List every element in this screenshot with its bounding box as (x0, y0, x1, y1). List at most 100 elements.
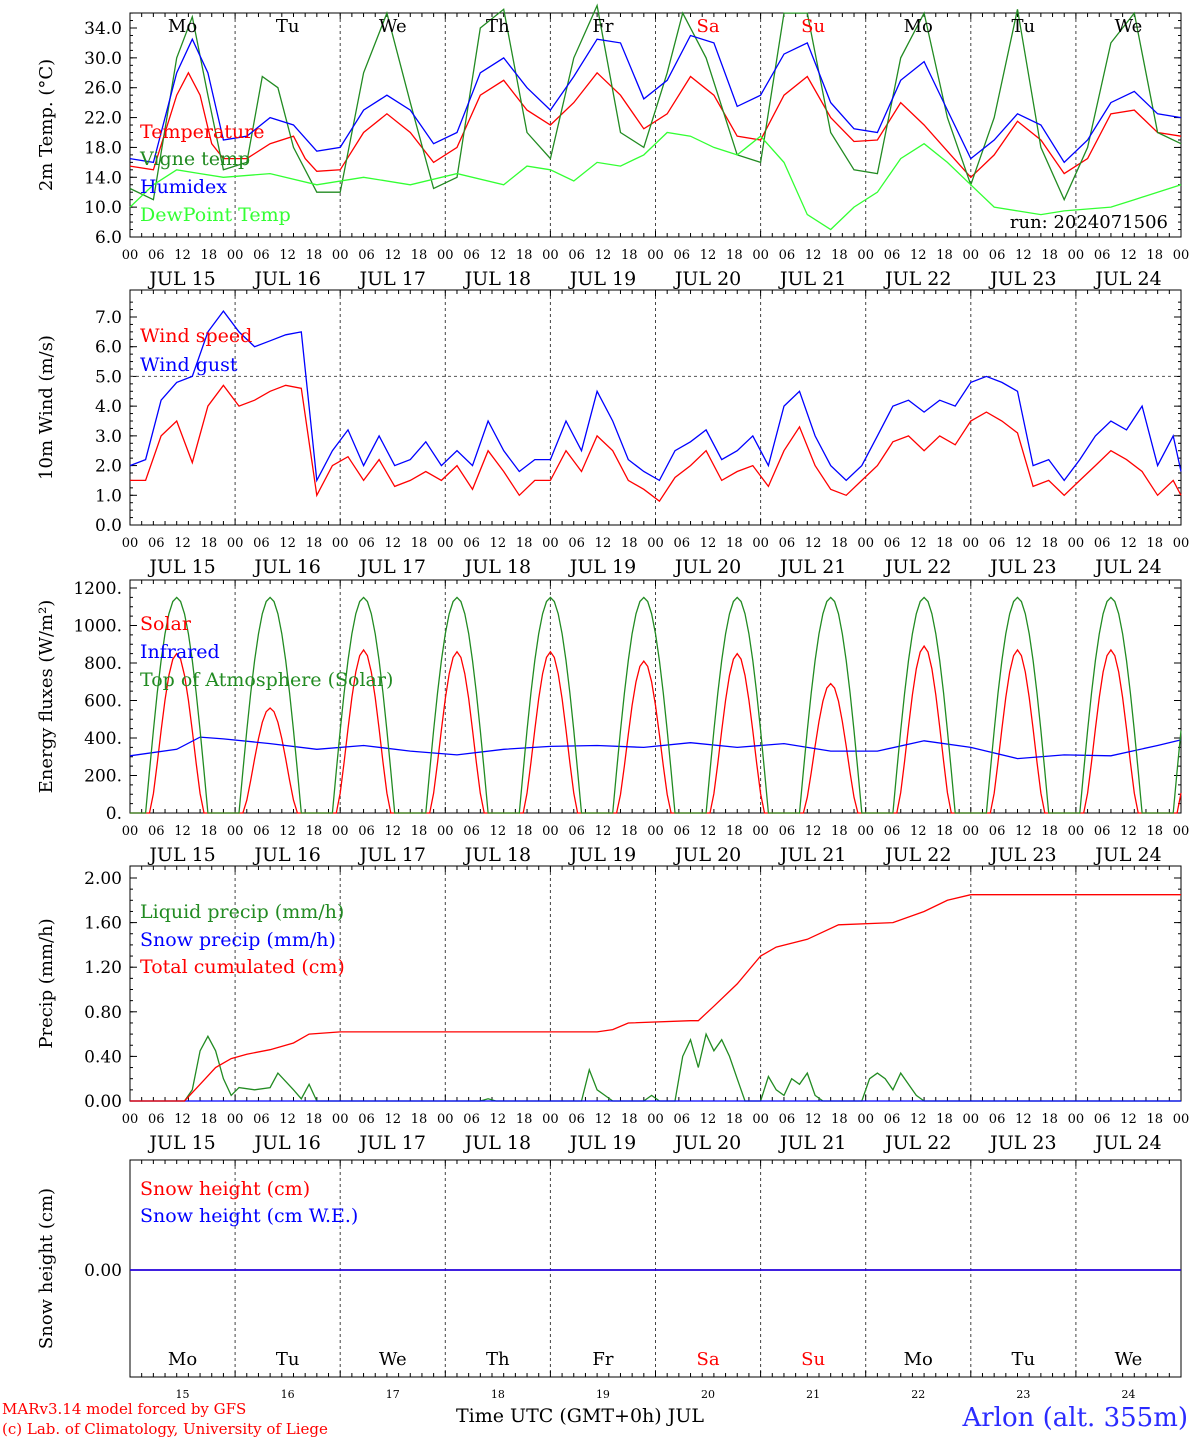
hour-label: 06 (568, 248, 585, 263)
wind-ylabel: 10m Wind (m/s) (36, 335, 57, 480)
hour-label: 12 (1120, 1112, 1137, 1127)
hour-label: 00 (542, 824, 559, 839)
hour-label: 12 (700, 536, 717, 551)
hour-label: 00 (752, 536, 769, 551)
hour-label: 18 (1041, 1112, 1058, 1127)
hour-label: 06 (253, 248, 270, 263)
hour-label: 12 (490, 536, 507, 551)
y-tick-label: 2.0 (95, 457, 122, 477)
date-label: JUL 23 (988, 1132, 1056, 1154)
precip-legend-2: Total cumulated (cm) (140, 956, 345, 978)
date-label: JUL 15 (147, 556, 215, 578)
y-tick-label: 4.0 (95, 397, 122, 417)
hour-label: 12 (1120, 824, 1137, 839)
hour-label: 00 (542, 248, 559, 263)
hour-label: 00 (122, 536, 139, 551)
temp-panel (129, 3, 1182, 238)
hour-label: 18 (1146, 824, 1163, 839)
hour-label: 18 (516, 1112, 533, 1127)
y-tick-label: 600. (84, 692, 122, 712)
precip-series-2 (130, 894, 1181, 1102)
y-tick-label: 14.0 (84, 168, 122, 188)
hour-label: 18 (1041, 824, 1058, 839)
hour-label: 18 (831, 536, 848, 551)
hour-label: 06 (463, 248, 480, 263)
hour-label: 18 (726, 1112, 743, 1127)
day-name: Th (486, 16, 510, 37)
date-label: JUL 18 (463, 1132, 531, 1154)
hour-label: 18 (621, 536, 638, 551)
hour-label: 18 (411, 248, 428, 263)
hour-label: 18 (411, 1112, 428, 1127)
hour-label: 12 (279, 248, 296, 263)
hour-label: 12 (1120, 536, 1137, 551)
snow-panel (129, 1159, 1182, 1378)
hour-label: 00 (963, 248, 980, 263)
hour-label: 00 (227, 536, 244, 551)
hour-label: 12 (1015, 824, 1032, 839)
date-label: JUL 19 (568, 844, 636, 866)
hour-label: 18 (936, 1112, 953, 1127)
date-label: JUL 24 (1093, 1132, 1161, 1154)
hour-label: 12 (279, 1112, 296, 1127)
hour-label: 00 (437, 1112, 454, 1127)
y-tick-label: 1200. (73, 579, 122, 599)
precip-legend-0: Liquid precip (mm/h) (140, 901, 344, 923)
y-tick-label: 0. (106, 804, 122, 824)
hour-label: 00 (647, 536, 664, 551)
day-name: We (1115, 16, 1143, 37)
hour-label: 00 (437, 248, 454, 263)
hour-label: 12 (910, 824, 927, 839)
hour-label: 00 (1173, 248, 1190, 263)
hour-label: 06 (884, 536, 901, 551)
day-number: 24 (1121, 1388, 1135, 1401)
hour-label: 00 (1173, 824, 1190, 839)
date-label: JUL 20 (673, 844, 741, 866)
hour-label: 18 (1041, 536, 1058, 551)
hour-label: 12 (805, 248, 822, 263)
hour-label: 00 (122, 248, 139, 263)
y-tick-label: 7.0 (95, 308, 122, 328)
date-label: JUL 16 (252, 268, 320, 290)
hour-label: 12 (1120, 248, 1137, 263)
date-label: JUL 15 (147, 1132, 215, 1154)
hour-label: 00 (647, 1112, 664, 1127)
hour-label: 06 (989, 248, 1006, 263)
hour-label: 12 (595, 536, 612, 551)
hour-label: 18 (516, 536, 533, 551)
temp-series-2 (129, 34, 1182, 164)
hour-label: 00 (332, 248, 349, 263)
date-label: JUL 24 (1093, 556, 1161, 578)
hour-label: 00 (332, 536, 349, 551)
hour-label: 06 (884, 248, 901, 263)
hour-label: 06 (463, 824, 480, 839)
temp-series-0 (129, 71, 1182, 179)
hour-label: 18 (726, 824, 743, 839)
day-name: Fr (592, 1349, 613, 1370)
day-number: 21 (806, 1388, 820, 1401)
y-tick-label: 1.0 (95, 486, 122, 506)
hour-label: 06 (148, 1112, 165, 1127)
hour-label: 06 (148, 536, 165, 551)
hour-label: 00 (1173, 1112, 1190, 1127)
hour-label: 06 (1094, 824, 1111, 839)
hour-label: 18 (306, 536, 323, 551)
wind-series-0 (130, 384, 1182, 503)
hour-label: 18 (726, 536, 743, 551)
date-label: JUL 23 (988, 556, 1056, 578)
hour-label: 06 (674, 824, 691, 839)
y-tick-label: 6.0 (95, 228, 122, 248)
hour-label: 18 (201, 1112, 218, 1127)
date-label: JUL 24 (1093, 268, 1161, 290)
y-tick-label: 22.0 (84, 109, 122, 129)
hour-label: 18 (516, 824, 533, 839)
date-label: JUL 16 (252, 844, 320, 866)
temp-legend-3: DewPoint Temp (140, 204, 291, 226)
snow-legend-0: Snow height (cm) (140, 1178, 310, 1200)
hour-label: 06 (674, 536, 691, 551)
date-label: JUL 16 (252, 1132, 320, 1154)
day-number: 16 (281, 1388, 295, 1401)
y-tick-label: 6.0 (95, 338, 122, 358)
day-name: Mo (168, 1349, 197, 1370)
hour-label: 00 (647, 248, 664, 263)
